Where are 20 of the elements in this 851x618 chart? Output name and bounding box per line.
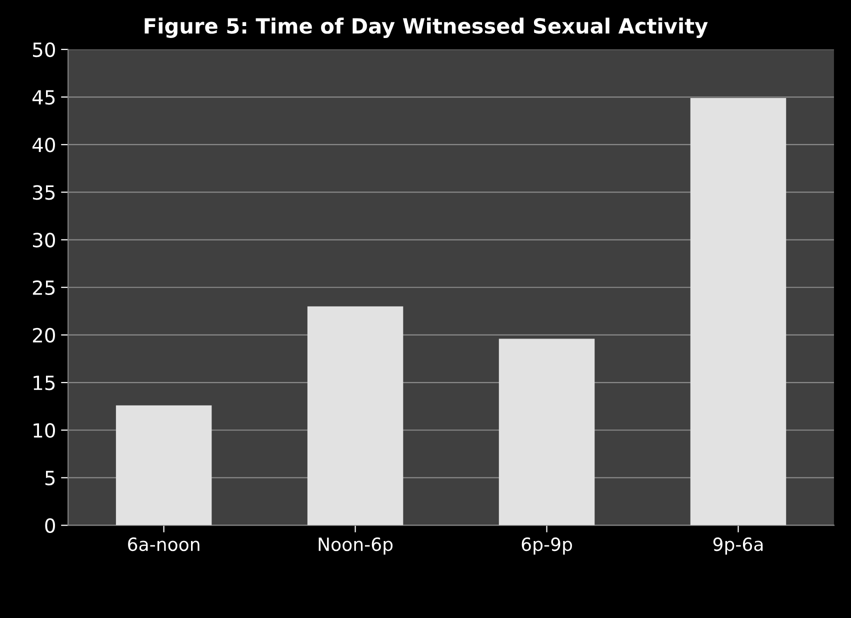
chart-title: Figure 5: Time of Day Witnessed Sexual Activity (144, 18, 708, 38)
y-tick-label: 35 (33, 185, 55, 200)
y-tick-label: 50 (33, 42, 55, 58)
x-tick-label: Noon-6p (318, 537, 393, 555)
bar (116, 405, 212, 526)
y-tick-label: 0 (45, 518, 55, 533)
y-tick-label: 25 (32, 280, 55, 296)
bar (690, 98, 786, 526)
y-tick-label: 15 (34, 376, 55, 390)
x-tick-label: 6a-noon (128, 537, 200, 552)
y-tick-label: 5 (45, 470, 55, 486)
y-tick-label: 30 (33, 232, 55, 248)
y-tick-label: 45 (32, 90, 55, 105)
bar (307, 306, 404, 526)
bar (498, 338, 595, 526)
x-tick-label: 6p-9p (522, 537, 572, 555)
y-tick-label: 10 (34, 423, 55, 438)
y-tick-label: 20 (32, 328, 55, 343)
y-tick-label: 40 (32, 138, 55, 152)
x-tick-label: 9p-6a (713, 537, 763, 555)
